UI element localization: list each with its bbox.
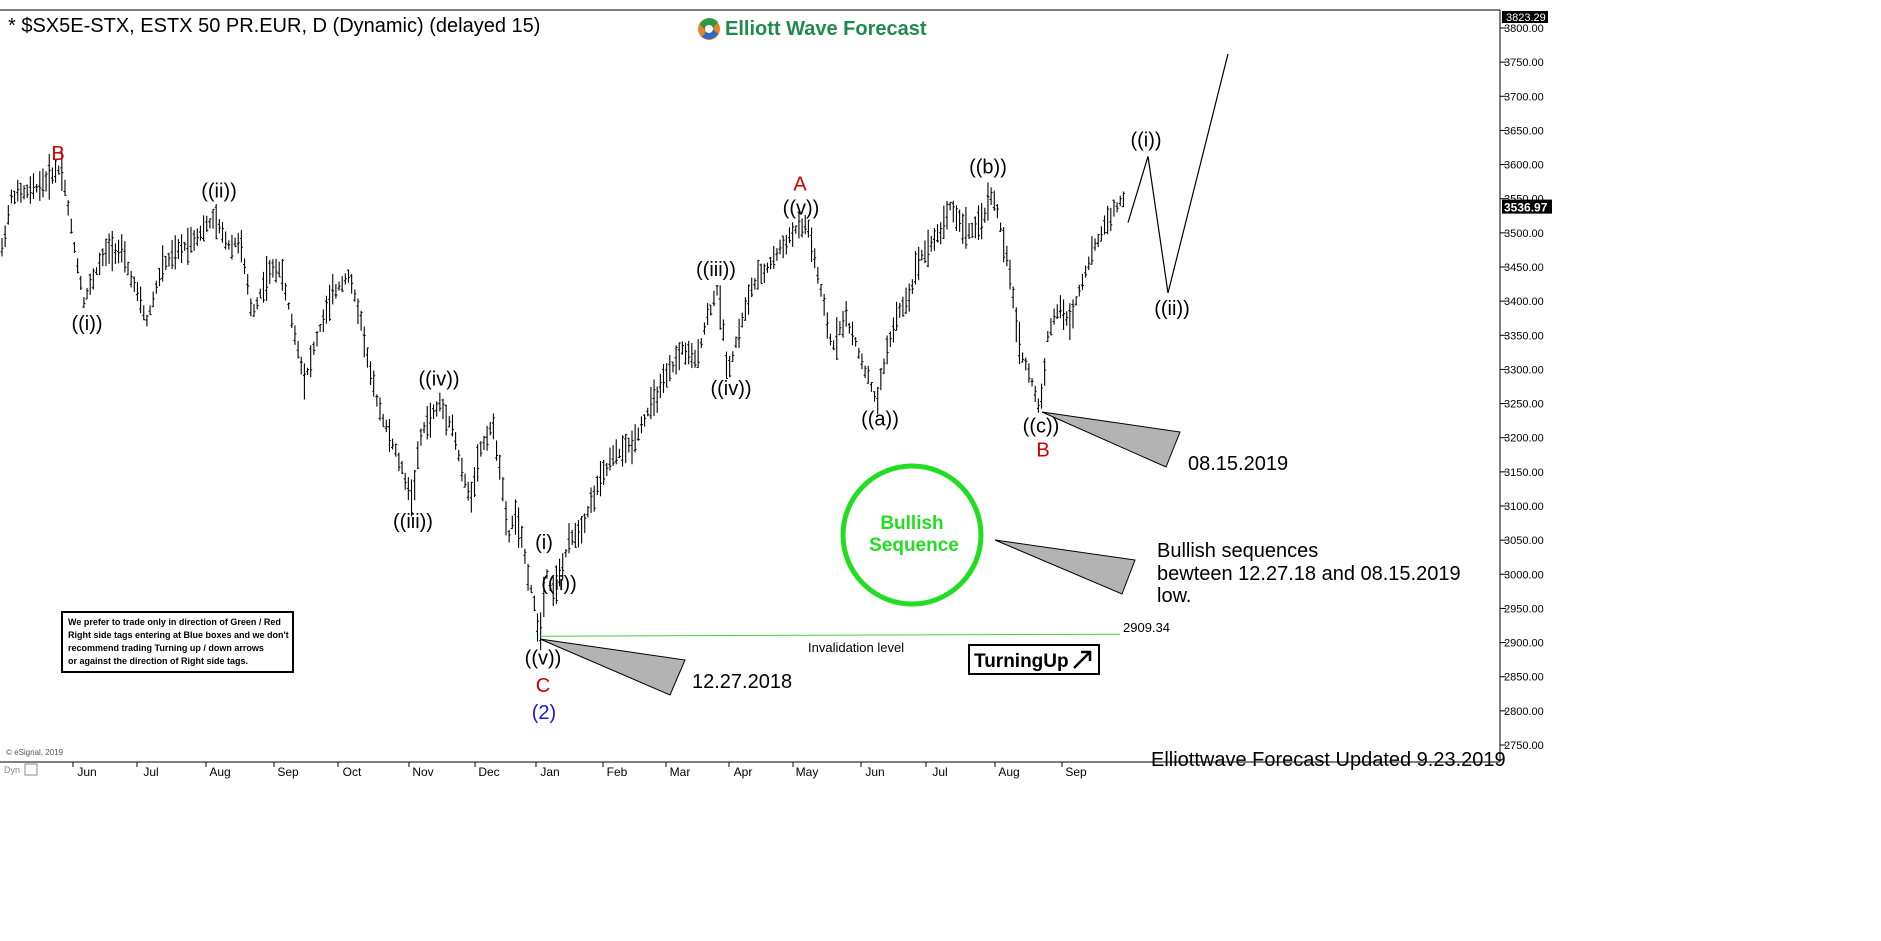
bullish-text-line3: low. bbox=[1157, 585, 1191, 607]
date-label-1: 12.27.2018 bbox=[692, 671, 792, 693]
wave-label: A bbox=[793, 174, 807, 196]
y-tick-label: 2750.00 bbox=[1504, 740, 1544, 752]
date-wedge-1 bbox=[539, 638, 686, 696]
x-tick-label: Nov bbox=[412, 765, 433, 779]
date-label-2: 08.15.2019 bbox=[1188, 453, 1288, 475]
y-tick-label: 3050.00 bbox=[1504, 535, 1544, 547]
note-line4: or against the direction of Right side t… bbox=[68, 656, 248, 666]
x-tick-label: May bbox=[796, 765, 819, 779]
x-tick-label: Apr bbox=[734, 765, 753, 779]
date-wedge-2 bbox=[1041, 411, 1181, 468]
top-value-box bbox=[1502, 11, 1548, 23]
last-price: 3536.97 bbox=[1504, 201, 1548, 215]
y-tick-label: 3150.00 bbox=[1504, 467, 1544, 479]
y-tick-label: 2850.00 bbox=[1504, 672, 1544, 684]
x-tick-label: Sep bbox=[1065, 765, 1087, 779]
copyright: © eSignal, 2019 bbox=[6, 748, 64, 757]
y-tick-label: 3600.00 bbox=[1504, 160, 1544, 172]
note-box bbox=[61, 611, 294, 673]
x-tick-label: Jul bbox=[932, 765, 947, 779]
x-tick-label: Mar bbox=[670, 765, 691, 779]
wave-label: (i) bbox=[535, 532, 553, 554]
bullish-circle-line1: Bullish bbox=[880, 513, 943, 534]
footer-updated: Elliottwave Forecast Updated 9.23.2019 bbox=[1151, 749, 1506, 771]
wave-label: ((iv)) bbox=[710, 378, 751, 400]
y-tick-label: 3300.00 bbox=[1504, 364, 1544, 376]
wave-label: B bbox=[1036, 439, 1049, 461]
bullish-text-line1: Bullish sequences bbox=[1157, 540, 1318, 562]
x-tick-label: Dec bbox=[478, 765, 499, 779]
chart-title: * $SX5E-STX, ESTX 50 PR.EUR, D (Dynamic)… bbox=[8, 15, 540, 37]
wave-label: ((iii)) bbox=[696, 259, 736, 281]
dyn-label: Dyn bbox=[4, 765, 20, 775]
x-tick-label: Aug bbox=[998, 765, 1019, 779]
note-line2: Right side tags entering at Blue boxes a… bbox=[68, 630, 289, 640]
y-tick-label: 2800.00 bbox=[1504, 706, 1544, 718]
wave-label: ((b)) bbox=[969, 157, 1007, 179]
y-tick-label: 3800.00 bbox=[1504, 23, 1544, 35]
wave-label: (2) bbox=[532, 702, 556, 724]
wave-label: ((v)) bbox=[525, 648, 562, 670]
bullish-sequence-circle bbox=[840, 463, 984, 607]
x-tick-label: Sep bbox=[277, 765, 299, 779]
y-tick-label: 2900.00 bbox=[1504, 638, 1544, 650]
wave-label: ((ii)) bbox=[201, 181, 237, 203]
y-tick-label: 3650.00 bbox=[1504, 125, 1544, 137]
wave-label: ((v)) bbox=[783, 198, 820, 220]
y-tick-label: 3100.00 bbox=[1504, 501, 1544, 513]
arrow-up-right-icon bbox=[1073, 650, 1092, 669]
x-axis-ticks: Jun Jul Aug Sep Oct Nov Dec Jan Feb Mar Apr May Jun J… bbox=[72, 762, 1087, 779]
invalidation-value: 2909.34 bbox=[1123, 620, 1170, 635]
wave-label: ((iii)) bbox=[393, 511, 433, 533]
x-tick-label: Jun bbox=[77, 765, 96, 779]
wave-label: B bbox=[51, 143, 64, 165]
x-tick-label: Jan bbox=[540, 765, 559, 779]
wave-label: ((a)) bbox=[861, 409, 899, 431]
bullish-text-line2: bewteen 12.27.18 and 08.15.2019 bbox=[1157, 563, 1461, 585]
scroll-handle[interactable] bbox=[24, 763, 38, 776]
brand-name: Elliott Wave Forecast bbox=[725, 18, 927, 40]
turning-up-box bbox=[968, 644, 1100, 675]
wave-label: ((c)) bbox=[1023, 415, 1060, 437]
bullish-wedge bbox=[994, 539, 1136, 595]
brand-logo bbox=[698, 18, 720, 40]
wave-label: ((ii)) bbox=[541, 573, 577, 595]
x-tick-label: Aug bbox=[209, 765, 230, 779]
x-tick-label: Feb bbox=[607, 765, 628, 779]
y-tick-label: 3400.00 bbox=[1504, 296, 1544, 308]
last-price-box bbox=[1502, 199, 1552, 214]
y-tick-label: 3750.00 bbox=[1504, 57, 1544, 69]
y-tick-label: 3250.00 bbox=[1504, 399, 1544, 411]
wave-label: ((i)) bbox=[1130, 129, 1161, 151]
wave-label: ((iv)) bbox=[418, 368, 459, 390]
y-tick-label: 3350.00 bbox=[1504, 330, 1544, 342]
x-tick-label: Jun bbox=[865, 765, 884, 779]
y-tick-label: 3700.00 bbox=[1504, 91, 1544, 103]
bullish-circle-line2: Sequence bbox=[869, 535, 959, 556]
note-line1: We prefer to trade only in direction of … bbox=[68, 617, 281, 627]
wave-label: C bbox=[536, 675, 550, 697]
y-tick-label: 2950.00 bbox=[1504, 603, 1544, 615]
invalidation-line bbox=[539, 633, 1121, 637]
y-tick-label: 3450.00 bbox=[1504, 262, 1544, 274]
wave-label: ((i)) bbox=[71, 313, 102, 335]
invalidation-label: Invalidation level bbox=[808, 640, 904, 655]
y-tick-label: 3000.00 bbox=[1504, 569, 1544, 581]
price-bars bbox=[0, 151, 1125, 651]
note-line3: recommend trading Turning up / down arro… bbox=[68, 643, 264, 653]
y-tick-label: 3500.00 bbox=[1504, 228, 1544, 240]
wave-label: ((ii)) bbox=[1154, 298, 1190, 320]
x-tick-label: Oct bbox=[343, 765, 362, 779]
wave-labels: B ((i)) ((ii)) ((iii)) ((iv)) (i) ((ii)) ((v)) C… bbox=[51, 129, 1189, 724]
x-tick-label: Jul bbox=[143, 765, 158, 779]
wave-projection-line bbox=[1127, 53, 1229, 294]
turning-up-label: TurningUp bbox=[974, 651, 1069, 672]
y-axis-ticks: 2750.00 2800.00 2850.00 2900.00 2950.00 3000.… bbox=[1500, 23, 1544, 752]
y-tick-label: 3200.00 bbox=[1504, 433, 1544, 445]
top-value: 3823.29 bbox=[1506, 12, 1546, 24]
